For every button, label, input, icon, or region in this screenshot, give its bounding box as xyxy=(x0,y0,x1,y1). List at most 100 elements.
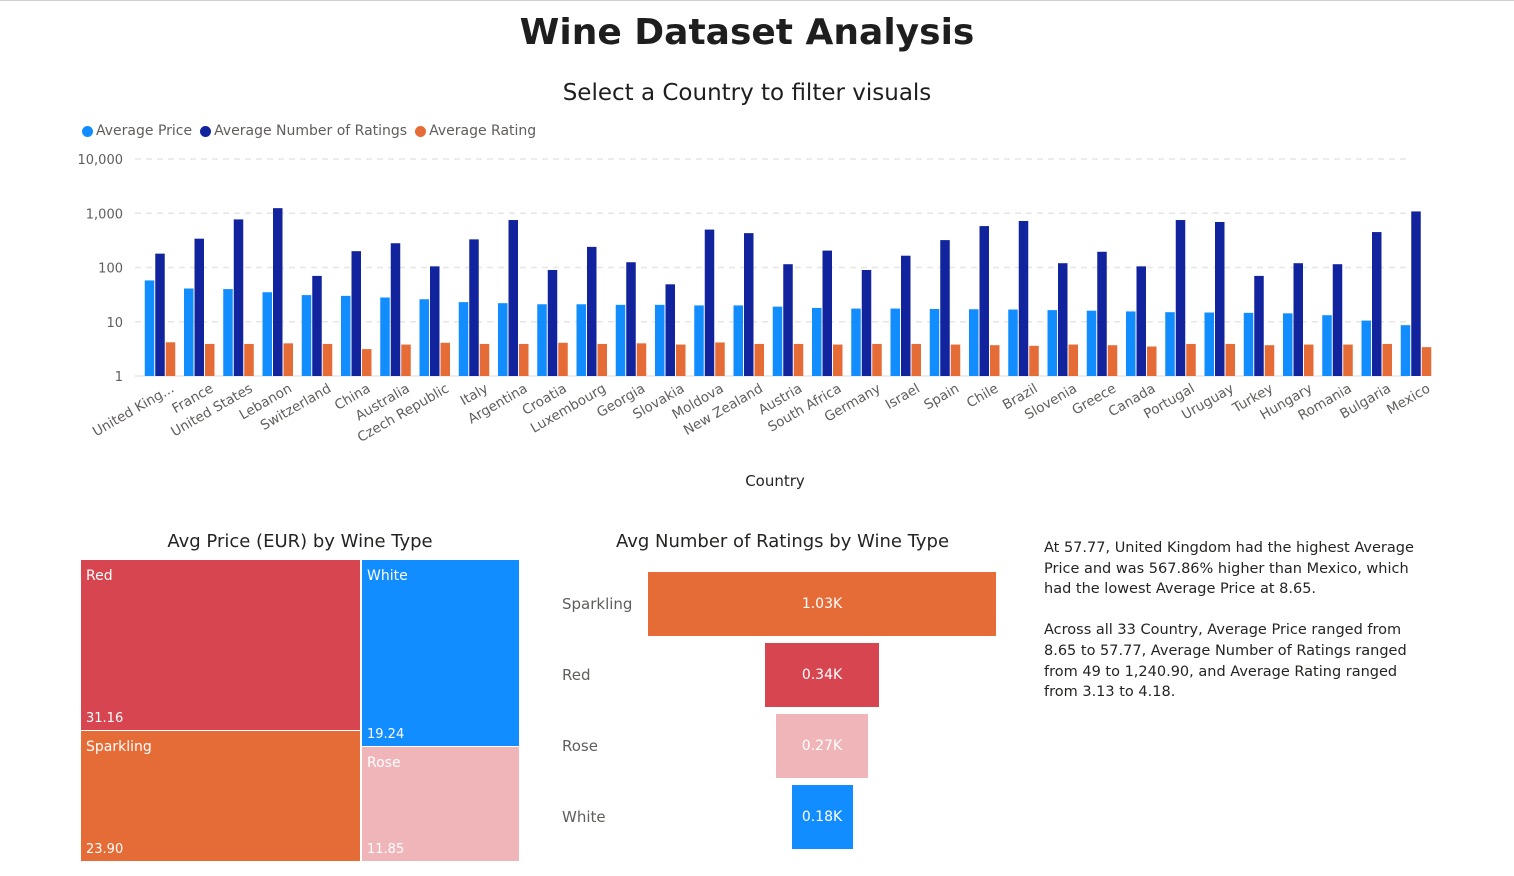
bar xyxy=(244,343,254,376)
bar xyxy=(597,343,607,376)
bar xyxy=(744,233,754,376)
bar xyxy=(929,308,940,376)
bar xyxy=(1293,263,1303,376)
x-tick-label: Mexico xyxy=(1384,381,1433,418)
bar xyxy=(940,240,950,376)
bar xyxy=(890,308,900,376)
bar xyxy=(401,344,411,376)
bar xyxy=(901,255,911,376)
y-tick-label: 10,000 xyxy=(78,153,124,168)
treemap-cell-value: 31.16 xyxy=(86,711,124,726)
smart-narrative: At 57.77, United Kingdom had the highest… xyxy=(1044,538,1414,723)
x-tick-label: Israel xyxy=(883,381,923,413)
bar xyxy=(587,246,597,376)
page-title: Wine Dataset Analysis xyxy=(519,12,975,53)
bar xyxy=(144,280,155,376)
bar xyxy=(1225,343,1235,376)
narrative-paragraph: Across all 33 Country, Average Price ran… xyxy=(1044,622,1407,701)
legend-item-average-rating[interactable]: Average Rating xyxy=(415,123,536,139)
bar xyxy=(950,344,961,376)
bar xyxy=(351,251,361,376)
bar xyxy=(1058,263,1068,376)
bar xyxy=(519,343,529,376)
bar xyxy=(793,343,804,376)
y-tick-label: 10 xyxy=(106,316,123,331)
bar xyxy=(1361,320,1371,376)
bar xyxy=(1304,344,1314,376)
top-border xyxy=(0,0,1514,1)
bar xyxy=(498,303,508,376)
bar xyxy=(155,253,165,376)
bar xyxy=(458,302,469,376)
bar xyxy=(1204,312,1214,376)
main-chart-legend: Average Price Average Number of Ratings … xyxy=(82,123,536,139)
treemap-cell-red[interactable]: Red 31.16 xyxy=(81,560,360,730)
bar xyxy=(979,226,989,376)
bar xyxy=(990,345,1000,376)
treemap-cell-value: 11.85 xyxy=(367,842,405,857)
bar xyxy=(655,304,665,376)
bar xyxy=(1086,310,1097,376)
bar xyxy=(547,269,558,376)
bar xyxy=(479,343,490,376)
bar xyxy=(312,275,322,376)
bar xyxy=(872,343,882,376)
bar xyxy=(341,295,351,376)
bar xyxy=(969,309,979,376)
bar xyxy=(390,243,401,376)
bar xyxy=(1243,312,1254,376)
bar xyxy=(783,264,793,376)
funnel-category-label: White xyxy=(562,808,606,826)
bar xyxy=(273,208,283,376)
bar xyxy=(772,306,783,376)
bar xyxy=(205,343,215,376)
legend-label: Average Number of Ratings xyxy=(214,123,408,139)
bar xyxy=(1175,220,1186,376)
bar xyxy=(194,238,204,376)
bar xyxy=(440,342,450,376)
legend-item-average-number-of-ratings[interactable]: Average Number of Ratings xyxy=(200,123,407,139)
legend-item-average-price[interactable]: Average Price xyxy=(82,123,192,139)
bar xyxy=(1215,221,1225,376)
bar xyxy=(380,297,390,376)
treemap-cell-sparkling[interactable]: Sparkling 23.90 xyxy=(81,731,360,861)
y-tick-label: 100 xyxy=(98,262,123,277)
legend-dot-icon xyxy=(415,125,427,137)
bar xyxy=(1283,313,1293,376)
treemap-cell-white[interactable]: White 19.24 xyxy=(362,560,519,746)
x-tick-label: Chile xyxy=(964,381,1001,412)
funnel-bar-rose[interactable]: 0.27K xyxy=(776,714,868,778)
treemap-cell-value: 23.90 xyxy=(86,842,124,857)
bar xyxy=(1008,309,1018,376)
bar xyxy=(1332,264,1343,376)
x-tick-label: United King... xyxy=(90,381,177,440)
funnel-bar-sparkling[interactable]: 1.03K xyxy=(648,572,996,636)
bar xyxy=(233,219,244,376)
bar xyxy=(704,229,715,376)
bar xyxy=(262,292,272,376)
bar xyxy=(362,349,372,376)
treemap-cell-rose[interactable]: Rose 11.85 xyxy=(362,747,519,861)
bar xyxy=(419,299,429,376)
legend-label: Average Rating xyxy=(429,123,537,139)
bar xyxy=(861,269,872,376)
bar xyxy=(754,343,764,376)
bar xyxy=(1264,345,1275,376)
bar xyxy=(665,284,675,376)
funnel-category-label: Sparkling xyxy=(562,595,633,613)
funnel-bar-white[interactable]: 0.18K xyxy=(791,785,853,849)
treemap-cell-label: Sparkling xyxy=(86,739,152,755)
treemap-cell-label: Red xyxy=(86,568,113,584)
bar xyxy=(1018,220,1029,376)
bar xyxy=(430,266,440,376)
bar xyxy=(911,343,921,376)
bar xyxy=(469,239,479,376)
funnel-bar-red[interactable]: 0.34K xyxy=(764,643,880,707)
bar xyxy=(636,343,647,376)
y-tick-label: 1 xyxy=(115,370,123,385)
bar xyxy=(1186,343,1196,376)
narrative-paragraph: At 57.77, United Kingdom had the highest… xyxy=(1044,540,1414,598)
bar xyxy=(1136,266,1146,376)
bar xyxy=(694,305,704,376)
bar xyxy=(301,295,312,376)
